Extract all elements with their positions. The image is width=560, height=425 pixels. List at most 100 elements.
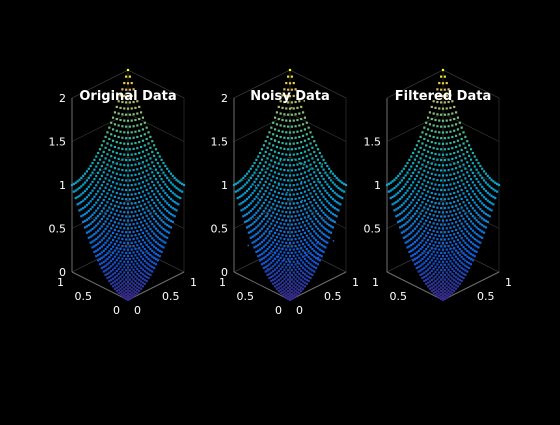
surface-point [300, 253, 303, 256]
surface-point [147, 201, 150, 204]
surface-point [138, 162, 141, 165]
surface-point [139, 221, 143, 224]
surface-point [260, 168, 264, 171]
surface-point [128, 282, 131, 285]
surface-point [160, 211, 163, 214]
surface-point [158, 255, 161, 258]
surface-point [413, 227, 417, 230]
surface-point [425, 165, 428, 168]
surface-point [318, 222, 321, 225]
surface-point [423, 266, 426, 269]
surface-point [134, 241, 137, 244]
surface-point [264, 198, 267, 202]
surface-point [169, 205, 173, 208]
surface-point [406, 227, 409, 231]
surface-point [303, 150, 307, 153]
surface-point [441, 184, 445, 187]
surface-point [417, 230, 420, 233]
surface-point [290, 179, 293, 182]
surface-point [285, 184, 288, 187]
surface-point [115, 259, 118, 262]
surface-point [102, 265, 105, 269]
surface-point [147, 225, 150, 228]
surface-point [469, 178, 473, 181]
noise-point [305, 265, 307, 267]
surface-point [283, 282, 286, 285]
noise-point [332, 240, 335, 242]
surface-point [454, 261, 458, 264]
surface-point [300, 117, 303, 121]
surface-point [160, 168, 163, 171]
surface-point [311, 259, 314, 262]
surface-point [134, 141, 137, 145]
surface-point [419, 273, 422, 276]
surface-point [316, 234, 320, 237]
z-tick-label: 1.5 [211, 136, 229, 149]
surface-point [147, 209, 150, 212]
surface-point [156, 151, 159, 155]
surface-point [307, 266, 310, 269]
surface-point [458, 270, 461, 273]
surface-point [153, 225, 156, 228]
surface-point [255, 239, 258, 242]
surface-point [288, 254, 292, 258]
surface-point [123, 219, 126, 222]
surface-point [158, 184, 161, 187]
surface-point [158, 249, 161, 252]
surface-point [423, 179, 426, 182]
surface-point [245, 189, 249, 193]
surface-point [126, 68, 130, 72]
noise-point [317, 256, 320, 259]
surface-point [440, 215, 443, 218]
surface-point [138, 151, 141, 155]
surface-point [404, 200, 407, 203]
surface-point [247, 179, 251, 182]
surface-point [285, 119, 288, 122]
surface-point [421, 163, 424, 166]
surface-point [277, 269, 280, 273]
surface-point [300, 259, 303, 262]
surface-point [492, 203, 495, 206]
surface-point [98, 263, 102, 266]
surface-point [445, 254, 448, 257]
surface-point [260, 240, 264, 244]
surface-point [436, 100, 439, 104]
surface-point [110, 227, 113, 230]
surface-point [273, 208, 277, 211]
surface-point [479, 215, 482, 218]
surface-point [466, 215, 469, 218]
surface-point [98, 252, 102, 256]
surface-point [83, 219, 87, 222]
surface-point [423, 279, 426, 283]
surface-point [89, 235, 92, 238]
surface-point [143, 219, 146, 222]
noise-point [307, 216, 309, 219]
surface-point [117, 100, 120, 103]
surface-point [166, 209, 169, 213]
surface-point [430, 253, 433, 256]
surface-point [462, 268, 465, 271]
surface-point [343, 182, 346, 186]
x-tick-label: 0.5 [162, 290, 180, 303]
surface-point [454, 266, 458, 269]
surface-point [419, 177, 422, 180]
surface-point [283, 263, 286, 266]
surface-point [441, 164, 445, 167]
surface-point [477, 213, 480, 216]
surface-point [301, 186, 305, 189]
surface-point [156, 215, 159, 218]
surface-point [102, 223, 105, 226]
surface-point [316, 240, 320, 244]
surface-point [410, 175, 413, 178]
surface-point [331, 189, 335, 193]
surface-point [423, 256, 426, 259]
surface-point [125, 169, 128, 172]
surface-point [419, 186, 422, 189]
surface-point [464, 177, 467, 180]
surface-point [300, 129, 303, 132]
surface-point [294, 158, 297, 161]
surface-point [136, 250, 139, 253]
surface-point [301, 195, 305, 199]
surface-point [128, 198, 131, 201]
